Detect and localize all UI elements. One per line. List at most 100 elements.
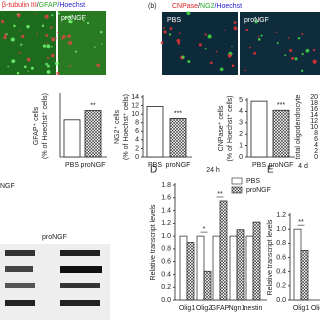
y-tick-label: 5 bbox=[239, 97, 243, 104]
cell bbox=[288, 37, 290, 39]
y-axis-label: CNPase⁺ cells bbox=[218, 105, 225, 151]
cell bbox=[244, 69, 247, 72]
y-axis-label: (% of Hoechst⁺ cells) bbox=[227, 96, 234, 162]
cell bbox=[68, 15, 72, 19]
blot-label: proNGF bbox=[42, 234, 67, 241]
cell bbox=[34, 13, 36, 15]
cell bbox=[7, 65, 9, 68]
cell bbox=[17, 13, 19, 16]
y-axis-label: total oligodendrocyte bbox=[295, 95, 302, 160]
legend-label: PBS bbox=[246, 178, 260, 185]
y-tick-label: 1 bbox=[239, 142, 243, 149]
cell bbox=[253, 51, 257, 55]
y-tick-label: 16 bbox=[310, 106, 318, 113]
cell bbox=[276, 42, 279, 44]
x-tick-label: Olig1 bbox=[179, 305, 195, 312]
cell bbox=[204, 33, 207, 36]
y-axis-label: Relative transcript levels bbox=[267, 219, 274, 295]
cell bbox=[163, 27, 165, 29]
y-tick-label: 10 bbox=[310, 124, 318, 131]
cell bbox=[10, 37, 15, 42]
cell bbox=[67, 34, 71, 38]
cell bbox=[312, 49, 316, 52]
y-tick-label: 8 bbox=[135, 120, 139, 127]
image-label: PBS bbox=[167, 17, 181, 24]
y-tick-label: 0.6 bbox=[161, 259, 171, 266]
cell bbox=[101, 43, 103, 45]
legend-swatch bbox=[231, 177, 243, 185]
cell bbox=[233, 21, 237, 24]
y-tick-label: 0 bbox=[314, 154, 318, 161]
y-tick-label: 0.4 bbox=[276, 269, 286, 276]
y-tick-label: 4 bbox=[135, 137, 139, 144]
y-tick-label: 8 bbox=[314, 130, 318, 137]
cell bbox=[259, 18, 261, 20]
cell bbox=[289, 49, 293, 52]
y-tick-label: 1.6 bbox=[161, 195, 171, 202]
panel-label: (b) bbox=[148, 3, 157, 10]
y-tick-label: 3 bbox=[239, 120, 243, 127]
bar bbox=[252, 221, 261, 301]
significance: * bbox=[203, 226, 206, 233]
x-tick-label: proNGF bbox=[166, 162, 191, 169]
panel-title: CNPase/NG2/Hoechst bbox=[172, 3, 242, 10]
bar bbox=[179, 235, 188, 301]
cell bbox=[61, 38, 63, 41]
cell bbox=[42, 44, 47, 48]
y-tick-label: 1.0 bbox=[161, 233, 171, 240]
cell bbox=[0, 19, 5, 24]
cell bbox=[4, 33, 7, 37]
cell bbox=[69, 64, 71, 67]
cell bbox=[163, 30, 167, 34]
bar bbox=[203, 270, 212, 301]
cell bbox=[27, 70, 29, 72]
bar bbox=[146, 106, 164, 158]
x-tick-label: nestin bbox=[244, 305, 263, 312]
y-tick-label: 1.2 bbox=[161, 220, 171, 227]
cell bbox=[297, 37, 301, 40]
cell bbox=[275, 31, 278, 34]
y-tick-label: 0.2 bbox=[161, 284, 171, 291]
cell bbox=[46, 56, 49, 59]
bar bbox=[169, 118, 187, 158]
cell bbox=[284, 54, 287, 57]
cell bbox=[231, 64, 235, 68]
cell bbox=[245, 28, 248, 32]
cell bbox=[11, 59, 16, 64]
bar bbox=[212, 235, 221, 301]
cell bbox=[16, 13, 21, 18]
cell bbox=[19, 30, 21, 32]
bar bbox=[186, 242, 195, 301]
cell bbox=[94, 46, 96, 48]
y-tick-label: 2 bbox=[239, 131, 243, 138]
cell bbox=[187, 60, 191, 64]
bar bbox=[250, 100, 268, 158]
western-blot bbox=[0, 244, 110, 320]
x-tick-label: Olig2 bbox=[311, 305, 320, 312]
y-tick-label: 10 bbox=[131, 111, 139, 118]
y-tick-label: 0.6 bbox=[276, 254, 286, 261]
legend-swatch bbox=[231, 186, 243, 194]
cell bbox=[57, 12, 60, 15]
cell bbox=[56, 71, 60, 75]
fragment-label: NGF bbox=[0, 183, 15, 190]
y-tick-label: 12 bbox=[310, 118, 318, 125]
cell bbox=[181, 55, 185, 59]
y-tick-label: 0 bbox=[239, 154, 243, 161]
cell bbox=[312, 59, 317, 64]
bar bbox=[293, 228, 302, 301]
y-axis-label: (% of Hoechst⁺ cells) bbox=[42, 93, 49, 159]
cell bbox=[260, 34, 263, 37]
y-tick-label: 12 bbox=[131, 102, 139, 109]
cell bbox=[20, 43, 23, 46]
cell bbox=[68, 40, 73, 45]
cell bbox=[300, 69, 304, 73]
bar bbox=[245, 235, 254, 301]
y-tick-label: 0.4 bbox=[161, 271, 171, 278]
y-tick-label: 0.0 bbox=[161, 297, 171, 304]
cell bbox=[186, 11, 191, 16]
cell bbox=[257, 37, 261, 41]
significance: *** bbox=[174, 110, 182, 117]
bar bbox=[236, 229, 245, 301]
cell bbox=[231, 45, 233, 48]
